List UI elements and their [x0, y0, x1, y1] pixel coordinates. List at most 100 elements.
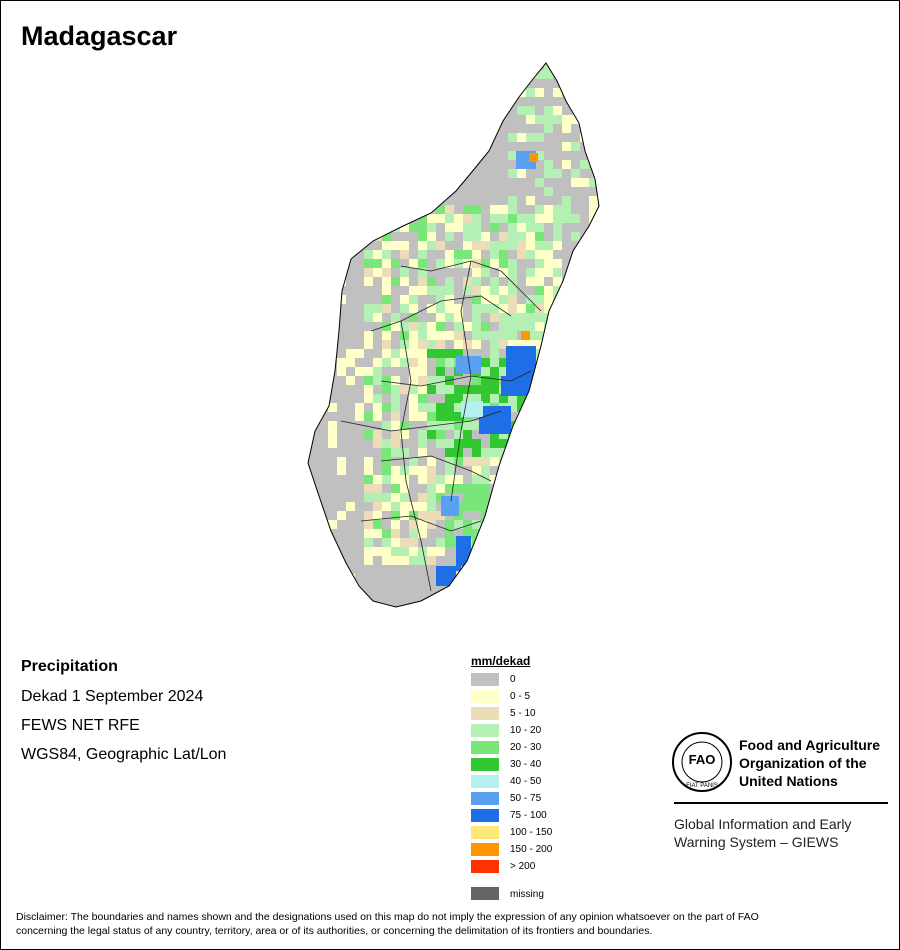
- precip-cell: [308, 484, 310, 493]
- precip-cell: [499, 502, 508, 511]
- precip-cell: [499, 322, 508, 331]
- precip-cell: [508, 556, 517, 565]
- precip-cell: [472, 448, 481, 457]
- precip-cell: [436, 493, 445, 502]
- precip-cell: [400, 358, 409, 367]
- precip-cell: [553, 484, 562, 493]
- precip-cell: [589, 142, 598, 151]
- precip-cell: [499, 592, 508, 601]
- precip-cell: [382, 277, 391, 286]
- precip-cell: [463, 214, 472, 223]
- precip-cell: [499, 394, 508, 403]
- precip-cell: [526, 106, 535, 115]
- precip-cell: [535, 133, 544, 142]
- precip-cell: [373, 439, 382, 448]
- precip-cell: [508, 529, 517, 538]
- precip-cell: [598, 79, 599, 88]
- precip-cell: [472, 241, 481, 250]
- precip-cell: [355, 178, 364, 187]
- precip-cell: [517, 592, 526, 601]
- precip-cell: [427, 241, 436, 250]
- precip-cell: [589, 529, 598, 538]
- precip-cell: [580, 160, 589, 169]
- precip-cell: [517, 538, 526, 547]
- precip-cell: [490, 529, 499, 538]
- precip-cell: [589, 88, 598, 97]
- precip-cell: [427, 475, 436, 484]
- precip-cell: [481, 358, 490, 367]
- precip-cell: [553, 529, 562, 538]
- precip-cell: [535, 268, 544, 277]
- precip-cell: [436, 439, 445, 448]
- precip-cell: [499, 331, 508, 340]
- precip-cell: [400, 448, 409, 457]
- precip-cell: [346, 502, 355, 511]
- precip-cell: [472, 439, 481, 448]
- precip-cell: [598, 232, 599, 241]
- precip-cell: [391, 493, 400, 502]
- precip-cell: [598, 547, 599, 556]
- precip-cell: [535, 178, 544, 187]
- precip-cell: [409, 538, 418, 547]
- precip-cell: [490, 250, 499, 259]
- precip-cell: [499, 538, 508, 547]
- precip-cell: [490, 367, 499, 376]
- precip-cell: [535, 205, 544, 214]
- precip-cell: [472, 232, 481, 241]
- precip-cell: [382, 475, 391, 484]
- precip-cell: [418, 511, 427, 520]
- precip-cell: [308, 313, 310, 322]
- precip-cell: [427, 493, 436, 502]
- precip-cell: [553, 169, 562, 178]
- precip-cell: [436, 322, 445, 331]
- emblem-text: FAO: [689, 752, 716, 767]
- precip-cell: [508, 259, 517, 268]
- precip-cell: [463, 394, 472, 403]
- legend-label: 40 - 50: [510, 776, 542, 787]
- precip-cell: [382, 421, 391, 430]
- precip-cell: [409, 358, 418, 367]
- precip-cell: [499, 565, 508, 574]
- precip-cell: [400, 430, 409, 439]
- precip-cell: [391, 223, 400, 232]
- precip-cell: [409, 223, 418, 232]
- precip-cell: [436, 475, 445, 484]
- precip-cell: [517, 457, 526, 466]
- precip-cell: [391, 475, 400, 484]
- precip-cell: [535, 538, 544, 547]
- precip-cell: [418, 448, 427, 457]
- precip-cell: [472, 529, 481, 538]
- precip-cell: [580, 538, 589, 547]
- precip-cell: [427, 340, 436, 349]
- precip-cell: [382, 304, 391, 313]
- precip-cell: [427, 484, 436, 493]
- precip-cell: [328, 520, 337, 529]
- precip-cell: [589, 63, 598, 70]
- logo-rule: [674, 802, 888, 804]
- precip-cell: [490, 331, 499, 340]
- precip-cell: [391, 421, 400, 430]
- precip-cell: [535, 529, 544, 538]
- precip-cell: [454, 322, 463, 331]
- precip-cell: [526, 88, 535, 97]
- precip-cell: [607, 484, 616, 493]
- precip-cell: [508, 565, 517, 574]
- precip-cell: [598, 214, 599, 223]
- precip-cell: [607, 493, 616, 502]
- precip-cell: [544, 547, 553, 556]
- precip-cell: [463, 457, 472, 466]
- precip-cell: [517, 502, 526, 511]
- precip-cell: [535, 250, 544, 259]
- precip-cell: [418, 475, 427, 484]
- precip-cell: [400, 295, 409, 304]
- precip-cell: [526, 304, 535, 313]
- precip-cell: [463, 484, 472, 493]
- precip-cell: [553, 376, 562, 385]
- precip-cell: [472, 376, 481, 385]
- precip-cell: [472, 475, 481, 484]
- precip-cell: [463, 439, 472, 448]
- precip-cell: [463, 385, 472, 394]
- precip-cell: [553, 439, 562, 448]
- precip-cell: [553, 205, 562, 214]
- precip-cell: [580, 583, 589, 592]
